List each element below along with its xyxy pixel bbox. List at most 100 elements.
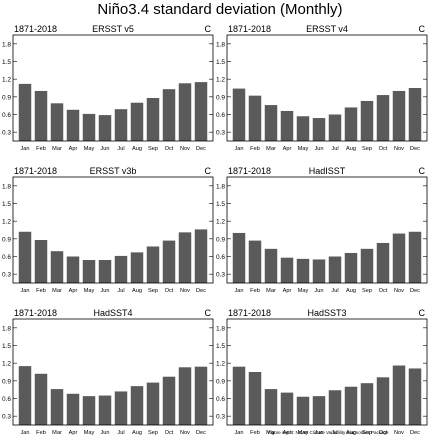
x-tick-label: Jul <box>117 430 124 436</box>
x-tick-label: Jul <box>117 288 124 294</box>
x-tick-label: Sep <box>148 146 158 152</box>
bar <box>264 248 278 283</box>
bar <box>178 83 192 141</box>
x-tick-label: Dec <box>410 288 420 294</box>
x-tick-label: Jul <box>331 430 338 436</box>
bar <box>296 396 310 425</box>
x-tick-label: Jan <box>20 146 29 152</box>
y-tick-label: 1.5 <box>216 201 225 208</box>
x-tick-label: Feb <box>250 288 260 294</box>
bar <box>392 90 406 141</box>
y-tick-label: 1.5 <box>216 343 225 350</box>
x-tick-label: Oct <box>165 146 174 152</box>
panel-dataset-label: ERSST v3b <box>90 166 137 176</box>
x-tick-label: Jan <box>234 146 243 152</box>
bar <box>98 115 112 141</box>
bar <box>296 116 310 141</box>
bar <box>34 373 48 425</box>
y-tick-label: 0.9 <box>216 236 225 243</box>
x-tick-label: Oct <box>379 430 388 436</box>
x-tick-label: Aug <box>346 288 356 294</box>
bar <box>232 232 246 283</box>
x-tick-label: Jun <box>100 430 109 436</box>
bar <box>408 368 422 425</box>
bar <box>34 90 48 141</box>
bar <box>66 393 80 425</box>
bar <box>392 365 406 425</box>
x-tick-label: May <box>84 288 95 294</box>
x-tick-label: May <box>84 430 95 436</box>
bar <box>232 366 246 425</box>
x-tick-label: May <box>84 146 95 152</box>
y-tick-label: 1.5 <box>2 343 11 350</box>
y-tick-label: 0.9 <box>2 236 11 243</box>
panel-frame <box>12 176 214 284</box>
y-tick-label: 1.2 <box>216 77 225 84</box>
bar <box>248 240 262 283</box>
bar <box>18 83 32 141</box>
x-tick-label: Aug <box>346 146 356 152</box>
bar <box>66 256 80 283</box>
bar <box>18 366 32 425</box>
panel-period-label: 1871-2018 <box>14 308 57 318</box>
x-tick-label: Oct <box>165 288 174 294</box>
bar <box>98 260 112 283</box>
panel-units-label: C <box>205 308 212 318</box>
bar <box>178 232 192 283</box>
x-tick-label: Apr <box>69 288 78 294</box>
bar <box>146 246 160 283</box>
bar <box>248 95 262 141</box>
bar <box>312 396 326 425</box>
panel-dataset-label: ERSST v5 <box>92 24 134 34</box>
x-tick-label: Jun <box>314 288 323 294</box>
bar <box>18 231 32 283</box>
x-tick-label: Jun <box>314 430 323 436</box>
bar <box>194 366 208 425</box>
x-tick-label: Oct <box>379 288 388 294</box>
bar <box>328 256 342 283</box>
bar <box>162 89 176 141</box>
bar <box>360 383 374 425</box>
bar <box>162 240 176 283</box>
x-tick-label: Aug <box>346 430 356 436</box>
panel-dataset-label: ERSST v4 <box>306 24 348 34</box>
bar <box>360 100 374 141</box>
bar <box>82 260 96 283</box>
bar <box>114 255 128 283</box>
y-tick-label: 1.2 <box>216 219 225 226</box>
x-tick-label: Apr <box>283 288 292 294</box>
bar <box>344 386 358 425</box>
panel-period-label: 1871-2018 <box>228 24 271 34</box>
x-tick-label: Aug <box>132 430 142 436</box>
bar <box>376 95 390 141</box>
y-tick-label: 0.6 <box>2 396 11 403</box>
x-tick-label: Nov <box>394 430 404 436</box>
x-tick-label: Dec <box>196 288 206 294</box>
x-tick-label: Jan <box>20 430 29 436</box>
y-tick-label: 1.5 <box>216 59 225 66</box>
panel-units-label: C <box>419 308 426 318</box>
x-tick-label: Apr <box>69 146 78 152</box>
y-tick-label: 0.9 <box>216 378 225 385</box>
x-tick-label: Nov <box>180 146 190 152</box>
bar <box>312 118 326 141</box>
x-tick-label: Feb <box>36 430 46 436</box>
bar <box>296 258 310 283</box>
panel-period-label: 1871-2018 <box>14 24 57 34</box>
bar <box>232 88 246 141</box>
x-tick-label: Sep <box>148 430 158 436</box>
bar <box>264 105 278 141</box>
x-tick-label: Sep <box>362 430 372 436</box>
panel-frame <box>226 34 428 142</box>
x-tick-label: Aug <box>132 146 142 152</box>
x-tick-label: Jan <box>234 288 243 294</box>
x-tick-label: Jul <box>331 288 338 294</box>
panel-units-label: C <box>419 24 426 34</box>
x-tick-label: Dec <box>196 146 206 152</box>
y-tick-label: 1.2 <box>2 219 11 226</box>
y-tick-label: 1.8 <box>216 183 225 190</box>
x-tick-label: Feb <box>36 146 46 152</box>
bar <box>360 248 374 283</box>
y-tick-label: 1.5 <box>2 201 11 208</box>
x-tick-label: Nov <box>394 288 404 294</box>
